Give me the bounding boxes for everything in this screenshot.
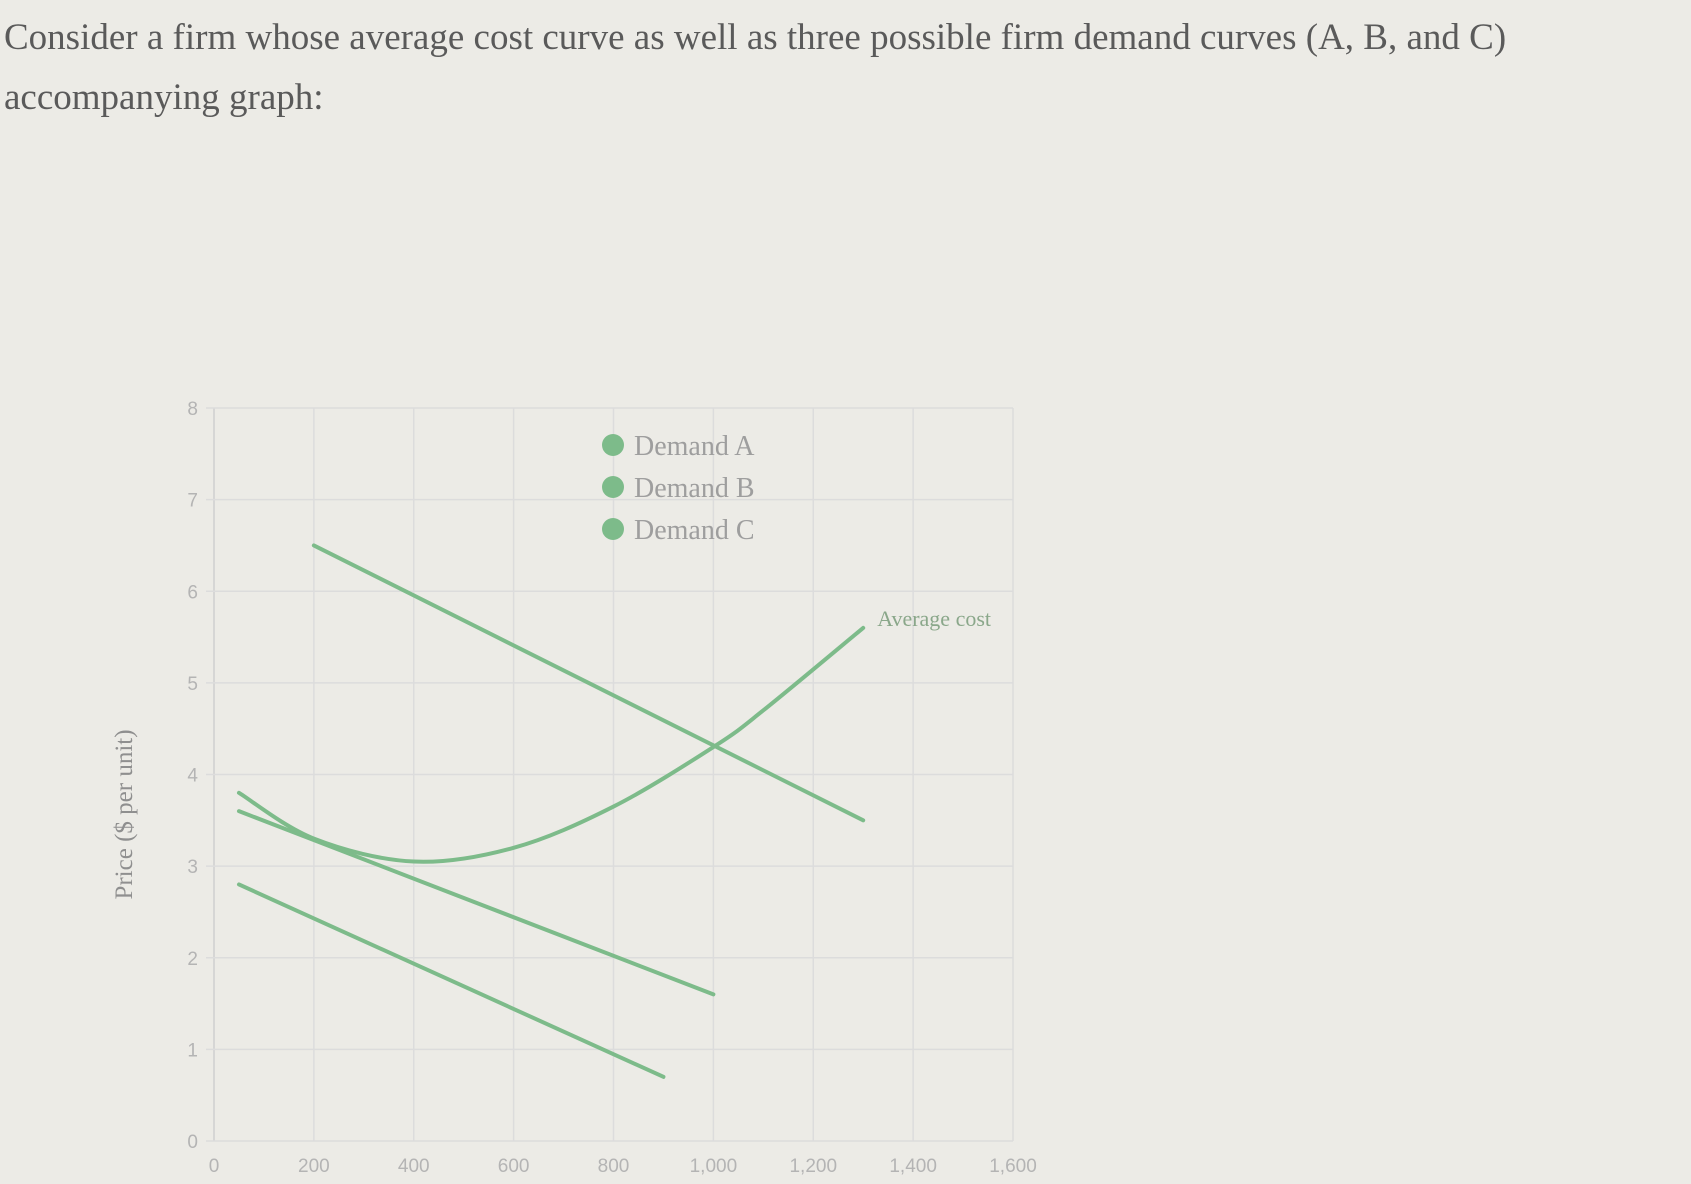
y-tick-label: 3 (187, 857, 198, 878)
average-cost-curve (236, 625, 866, 864)
legend-marker-demand-c (602, 518, 624, 540)
y-tick-label: 7 (187, 491, 198, 512)
y-tick-label: 8 (187, 399, 198, 420)
x-tick-label: 1,400 (889, 1156, 937, 1177)
y-tick-label: 0 (187, 1132, 198, 1153)
chart-grid (206, 407, 1014, 1142)
x-tick-label: 1,600 (989, 1156, 1037, 1177)
x-tick-label: 600 (498, 1156, 530, 1177)
y-tick-labels: 0 1 2 3 4 5 6 7 8 (187, 399, 198, 1153)
legend-label-demand-b: Demand B (634, 473, 755, 504)
legend-marker-demand-b (602, 476, 624, 498)
chart-curves (236, 543, 866, 1079)
y-tick-label: 4 (187, 766, 198, 787)
y-axis-label: Price ($ per unit) (111, 729, 138, 899)
average-cost-label: Average cost (877, 606, 991, 631)
x-tick-label: 400 (398, 1156, 430, 1177)
y-tick-label: 2 (187, 949, 198, 970)
x-tick-labels: 0 200 400 600 800 1,000 1,200 1,400 1,600 (209, 1156, 1037, 1177)
x-tick-label: 0 (209, 1156, 220, 1177)
legend-label-demand-c: Demand C (634, 515, 755, 546)
x-tick-label: 1,200 (789, 1156, 837, 1177)
x-tick-label: 1,000 (690, 1156, 738, 1177)
legend-label-demand-a: Demand A (634, 431, 755, 462)
y-tick-label: 5 (187, 674, 198, 695)
demand-c-curve (236, 882, 666, 1079)
x-tick-label: 800 (598, 1156, 630, 1177)
y-tick-label: 6 (187, 582, 198, 603)
demand-a-curve (311, 543, 866, 823)
question-text: Consider a firm whose average cost curve… (4, 17, 1507, 118)
chart-legend: Demand A Demand B Demand C (602, 431, 755, 546)
x-tick-label: 200 (298, 1156, 330, 1177)
legend-marker-demand-a (602, 434, 624, 456)
y-tick-label: 1 (187, 1040, 198, 1061)
